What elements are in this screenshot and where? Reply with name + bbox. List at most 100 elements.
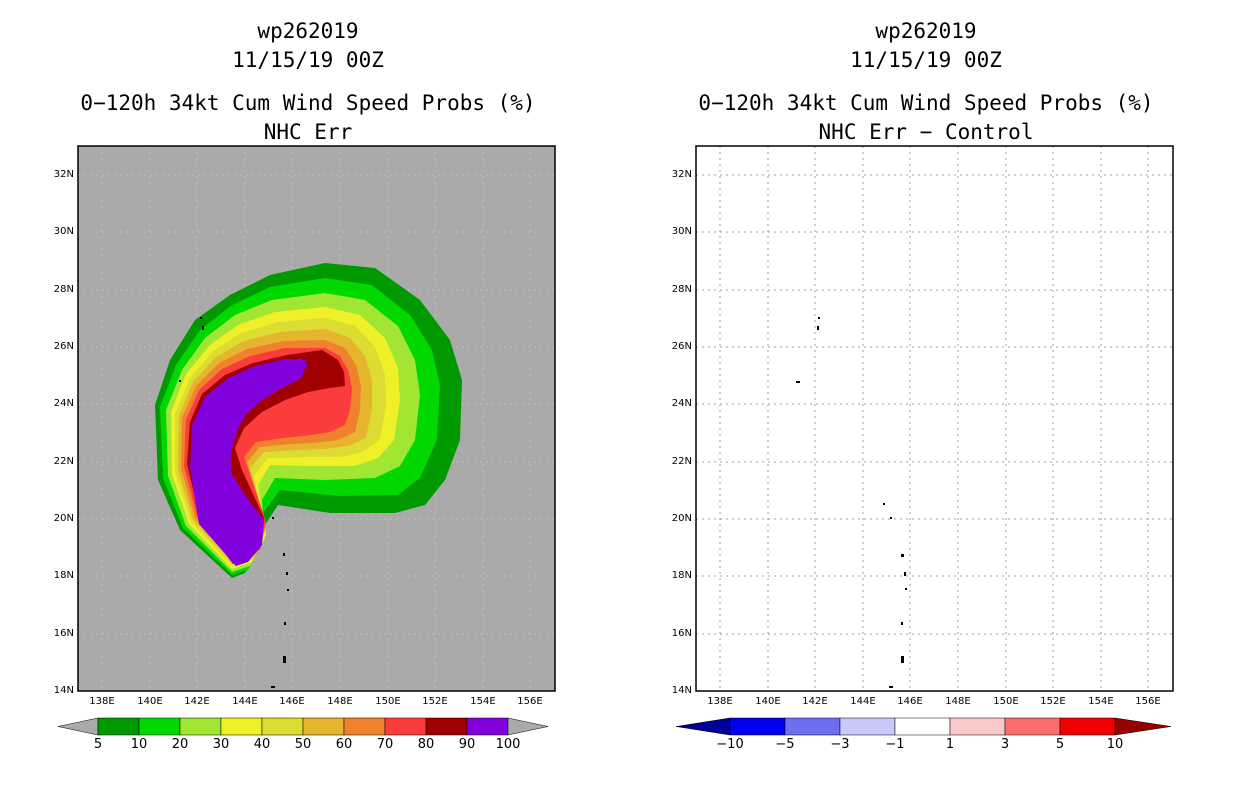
left-grid: [78, 146, 555, 691]
right-lon-label: 156E: [1135, 696, 1161, 707]
right-colorbar: [675, 717, 1172, 736]
right-colorbar-label: −10: [716, 737, 744, 752]
left-colorbar-label: 80: [417, 737, 435, 752]
right-lon-label: 146E: [897, 696, 923, 707]
right-lon-label: 150E: [993, 696, 1019, 707]
right-colorbar-label: −5: [775, 737, 795, 752]
right-colorbar-low-arrow: [675, 717, 731, 736]
right-lon-label: 154E: [1088, 696, 1114, 707]
right-colorbar-swatch: [949, 717, 1006, 736]
right-colorbar-swatch: [1004, 717, 1061, 736]
left-lon-label: 148E: [327, 696, 353, 707]
right-map: [695, 145, 1174, 692]
right-lat-label: 24N: [671, 398, 692, 409]
right-colorbar-high-arrow: [1114, 717, 1172, 736]
right-map-background: [696, 146, 1173, 691]
right-colorbar-swatch: [784, 717, 841, 736]
left-colorbar: [57, 717, 549, 736]
right-lat-label: 30N: [671, 226, 692, 237]
prob-band-90-inner: [192, 358, 308, 564]
right-subtitle: NHC Err − Control: [818, 120, 1034, 144]
left-colorbar-swatch: [466, 717, 509, 736]
left-lat-label: 32N: [53, 169, 74, 180]
left-colorbar-swatch: [302, 717, 345, 736]
right-colorbar-swatch: [839, 717, 896, 736]
right-product-title: 0−120h 34kt Cum Wind Speed Probs (%): [698, 91, 1154, 115]
right-colorbar-label: 1: [945, 737, 955, 752]
left-colorbar-swatch: [261, 717, 304, 736]
right-map-frame: [695, 145, 1174, 692]
left-lat-label: 20N: [53, 513, 74, 524]
right-colorbar-label: 3: [1000, 737, 1010, 752]
left-colorbar-label: 70: [376, 737, 394, 752]
right-lat-label: 22N: [671, 456, 692, 467]
left-lat-label: 26N: [53, 341, 74, 352]
left-colorbar-swatch: [138, 717, 181, 736]
left-colorbar-swatch: [220, 717, 263, 736]
right-colorbar-label: 5: [1055, 737, 1065, 752]
left-colorbar-swatch: [97, 717, 140, 736]
right-islands: [796, 317, 907, 688]
left-map: [77, 145, 556, 692]
left-colorbar-label: 40: [253, 737, 271, 752]
right-lat-label: 16N: [671, 628, 692, 639]
left-lat-label: 14N: [53, 685, 74, 696]
right-lat-label: 26N: [671, 341, 692, 352]
right-lon-label: 152E: [1040, 696, 1066, 707]
left-lon-label: 140E: [137, 696, 163, 707]
left-lat-label: 24N: [53, 398, 74, 409]
left-colorbar-swatch: [343, 717, 386, 736]
left-lon-label: 154E: [470, 696, 496, 707]
left-colorbar-label: 5: [93, 737, 103, 752]
left-colorbar-label: 30: [212, 737, 230, 752]
right-lat-label: 18N: [671, 570, 692, 581]
left-lat-label: 30N: [53, 226, 74, 237]
left-subtitle: NHC Err: [263, 120, 353, 144]
right-lon-label: 144E: [850, 696, 876, 707]
right-lon-label: 148E: [945, 696, 971, 707]
right-storm-id: wp262019: [875, 19, 977, 43]
left-lat-label: 16N: [53, 628, 74, 639]
right-colorbar-label: −3: [830, 737, 850, 752]
right-datetime: 11/15/19 00Z: [850, 48, 1002, 72]
left-lat-label: 22N: [53, 456, 74, 467]
left-colorbar-high-arrow: [507, 717, 549, 736]
right-lat-label: 32N: [671, 169, 692, 180]
left-colorbar-low-arrow: [57, 717, 99, 736]
left-lat-label: 18N: [53, 570, 74, 581]
left-colorbar-label: 10: [130, 737, 148, 752]
left-storm-id: wp262019: [257, 19, 359, 43]
right-lat-label: 20N: [671, 513, 692, 524]
left-colorbar-swatch: [384, 717, 427, 736]
right-colorbar-label: 10: [1106, 737, 1124, 752]
right-lat-label: 28N: [671, 284, 692, 295]
right-grid: [696, 146, 1173, 691]
right-lat-label: 14N: [671, 685, 692, 696]
left-lon-label: 146E: [279, 696, 305, 707]
left-colorbar-label: 60: [335, 737, 353, 752]
left-lon-label: 152E: [422, 696, 448, 707]
right-lon-label: 138E: [707, 696, 733, 707]
left-lon-label: 144E: [232, 696, 258, 707]
left-lon-label: 150E: [375, 696, 401, 707]
left-lon-label: 156E: [517, 696, 543, 707]
left-colorbar-swatch: [179, 717, 222, 736]
left-lon-label: 142E: [184, 696, 210, 707]
left-datetime: 11/15/19 00Z: [232, 48, 384, 72]
probability-swath: [155, 263, 462, 578]
left-colorbar-label: 50: [294, 737, 312, 752]
left-lat-label: 28N: [53, 284, 74, 295]
left-islands: [179, 317, 289, 688]
left-colorbar-label: 90: [458, 737, 476, 752]
left-colorbar-label: 100: [495, 737, 521, 752]
left-lon-label: 138E: [89, 696, 115, 707]
left-map-frame: [77, 145, 556, 692]
right-lon-label: 140E: [755, 696, 781, 707]
right-colorbar-swatch: [729, 717, 786, 736]
left-colorbar-label: 20: [171, 737, 189, 752]
right-lon-label: 142E: [802, 696, 828, 707]
right-colorbar-label: −1: [885, 737, 905, 752]
left-product-title: 0−120h 34kt Cum Wind Speed Probs (%): [80, 91, 536, 115]
right-colorbar-swatch: [1059, 717, 1116, 736]
